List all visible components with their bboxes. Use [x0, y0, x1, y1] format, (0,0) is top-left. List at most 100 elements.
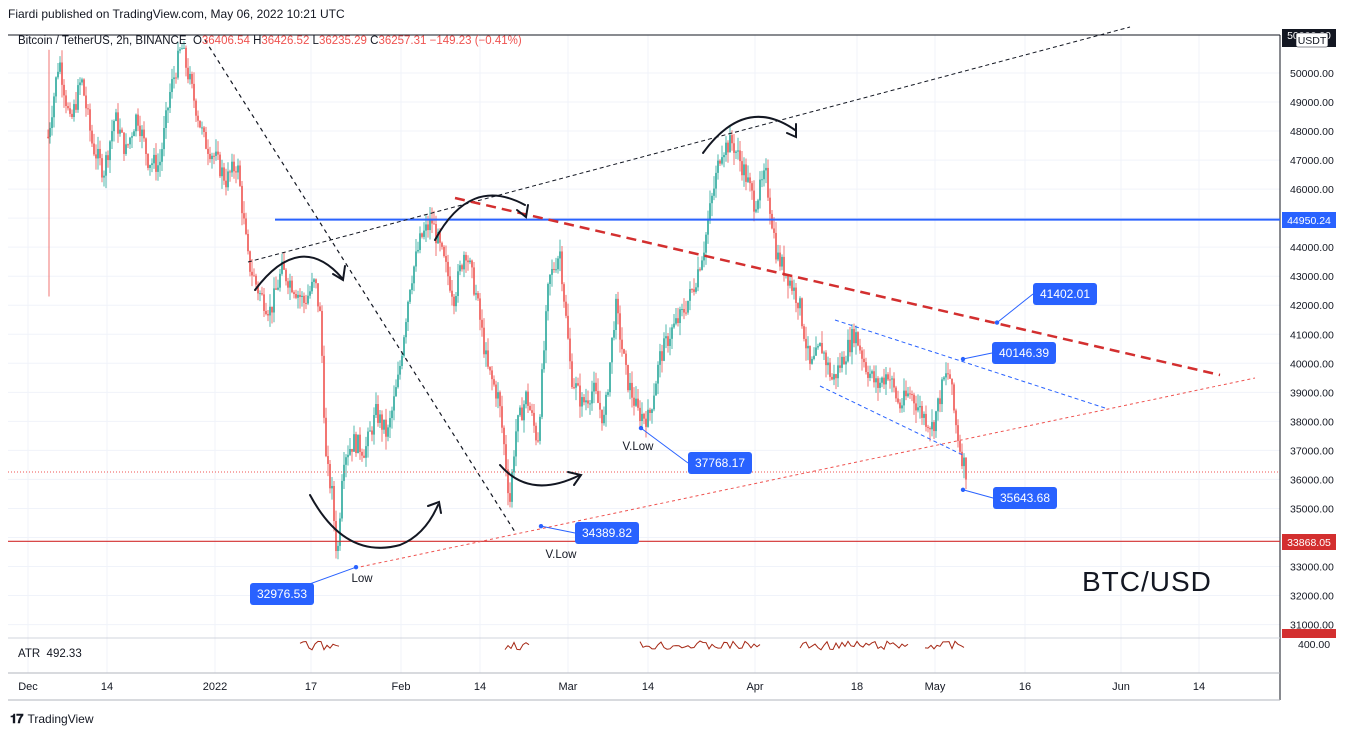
candle-body [209, 153, 211, 160]
chart-watermark: BTC/USD [1082, 566, 1212, 597]
symbol-name[interactable]: Bitcoin / TetherUS, 2h, BINANCE [18, 35, 187, 47]
change-value: −149.23 (−0.41%) [429, 35, 522, 47]
candle-body [113, 120, 115, 132]
candle-body [505, 444, 507, 470]
candle-body [271, 306, 273, 313]
callout-box [992, 342, 1056, 364]
candle-body [473, 267, 475, 295]
candle-body [355, 434, 357, 454]
candle-body [639, 407, 641, 422]
atr-line [299, 640, 340, 651]
candle-body [575, 383, 577, 388]
candle-body [239, 165, 241, 186]
candle-body [203, 127, 205, 132]
candle-body [285, 269, 287, 282]
candle-body [727, 142, 729, 153]
x-tick-label: 18 [851, 681, 863, 693]
candle-body [383, 419, 385, 430]
candle-body [877, 378, 879, 388]
symbol-legend[interactable]: Bitcoin / TetherUS, 2h, BINANCE O36406.5… [18, 35, 522, 47]
candle-body [123, 132, 125, 154]
candle-body [645, 418, 647, 427]
candle-body [127, 144, 129, 146]
candle-body [937, 398, 939, 412]
candle-body [751, 183, 753, 191]
candle-body [131, 136, 133, 138]
candle-body [361, 451, 363, 456]
candle-body [809, 345, 811, 364]
candle-body [193, 83, 195, 101]
callout-box [250, 583, 314, 605]
time-axis[interactable]: Dec 14 2022 17 Feb 14 Mar 14 Apr 18 May 16 Jun 14 [18, 681, 1205, 693]
candle-body [915, 403, 917, 411]
candle-body [905, 390, 907, 397]
candle-body [241, 185, 243, 214]
candle-body [195, 100, 197, 116]
candle-body [337, 545, 339, 552]
candle-body [363, 455, 365, 458]
candle-body [711, 195, 713, 204]
candle-body [921, 405, 923, 418]
low-value: 36235.29 [318, 35, 367, 47]
y-tick-label: 35000.00 [1290, 503, 1334, 515]
candle-body [675, 318, 677, 324]
candle-body [469, 260, 471, 263]
candle-body [347, 454, 349, 458]
candle-body [415, 251, 417, 267]
candle-body [201, 127, 203, 129]
candle-body [103, 175, 105, 178]
candle-body [413, 266, 415, 284]
candle-body [549, 274, 551, 285]
candle-body [475, 293, 477, 295]
callout-leader [540, 525, 576, 534]
candle-body [109, 141, 111, 161]
candle-body [169, 92, 171, 108]
channel-lower-line [819, 385, 966, 457]
candle-body [221, 167, 223, 177]
candle-body [49, 127, 51, 138]
x-tick-label: Apr [746, 681, 763, 693]
candle-body [961, 451, 963, 467]
candle-body [731, 135, 733, 144]
candle-body [965, 457, 967, 480]
y-tick-label: 49000.00 [1290, 97, 1334, 109]
candle-body [949, 374, 951, 379]
candle-body [593, 382, 595, 392]
candle-body [437, 231, 439, 244]
candle-body [291, 280, 293, 293]
candle-body [685, 312, 687, 314]
candle-body [155, 154, 157, 172]
candle-body [305, 302, 307, 304]
candle-body [715, 172, 717, 189]
atr-legend[interactable]: ATR 492.33 [18, 648, 82, 660]
candle-body [487, 350, 489, 367]
candlestick-series [47, 41, 967, 560]
candle-body [565, 301, 567, 316]
candle-body [485, 350, 487, 355]
candle-body [491, 370, 493, 380]
candle-body [423, 230, 425, 237]
footer-branding[interactable]: 𝟏𝟕 TradingView [10, 711, 94, 727]
candle-body [887, 374, 889, 380]
candle-body [295, 294, 297, 298]
candle-body [191, 73, 193, 84]
candle-body [479, 298, 481, 320]
candle-body [913, 394, 915, 404]
candle-body [779, 252, 781, 267]
candle-body [349, 449, 351, 455]
candle-body [527, 391, 529, 406]
candle-body [555, 269, 557, 271]
candle-body [279, 273, 281, 288]
candle-body [141, 129, 143, 137]
red-level-tag-text: 33868.05 [1287, 537, 1331, 549]
candle-body [137, 114, 139, 126]
candle-body [403, 337, 405, 356]
candle-body [689, 289, 691, 301]
candle-body [881, 377, 883, 383]
candle-body [761, 179, 763, 181]
y-tick-label: 37000.00 [1290, 445, 1334, 457]
candle-body [591, 391, 593, 404]
candle-body [235, 171, 237, 173]
candle-body [159, 161, 161, 166]
